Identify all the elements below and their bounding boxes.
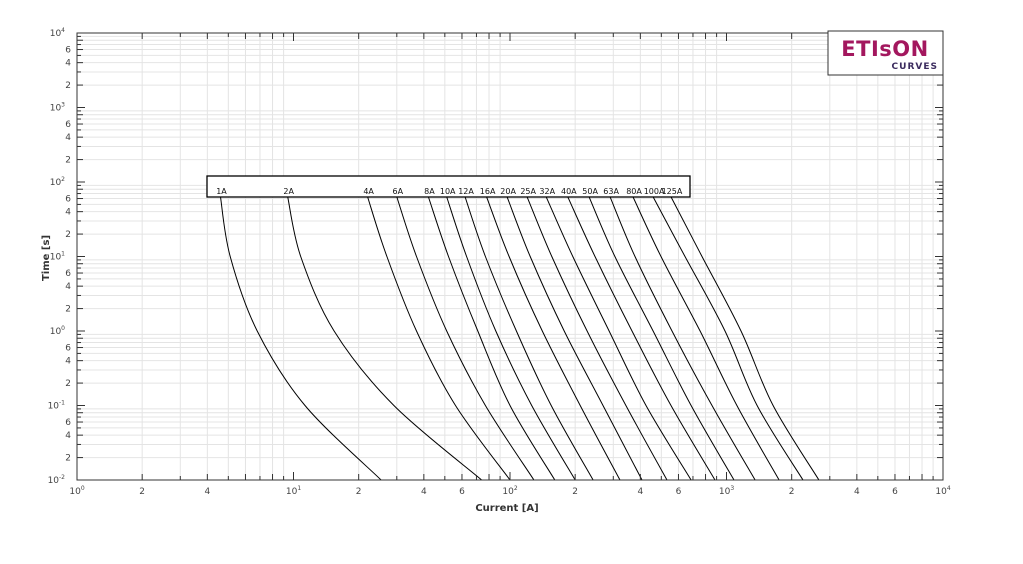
x-tick-label: 6 <box>459 487 465 497</box>
x-tick-label: 4 <box>637 487 643 497</box>
curve-100A <box>652 196 804 481</box>
curve-40A <box>567 196 716 481</box>
y-tick-label: 2 <box>65 81 71 91</box>
y-tick-label: 10-2 <box>48 474 66 486</box>
curve-10A <box>446 196 576 481</box>
curve-label-63A: 63A <box>603 187 619 196</box>
curve-20A <box>506 196 643 481</box>
etison-logo: ETIsON CURVES <box>827 30 944 76</box>
y-tick-label: 4 <box>65 133 71 143</box>
y-tick-label: 103 <box>50 102 65 114</box>
y-tick-label: 4 <box>65 208 71 218</box>
y-tick-label: 4 <box>65 431 71 441</box>
y-axis-title: Time [s] <box>41 235 52 281</box>
x-tick-label: 100 <box>69 485 84 497</box>
curve-label-16A: 16A <box>480 187 496 196</box>
x-tick-exponent: 0 <box>81 485 85 492</box>
fuse-curves <box>220 196 820 481</box>
y-tick-label: 4 <box>65 357 71 367</box>
curve-50A <box>588 196 735 481</box>
curve-80A <box>632 196 780 481</box>
curve-label-32A: 32A <box>539 187 555 196</box>
logo-sub-text: CURVES <box>892 62 938 72</box>
logo-main-text: ETIsON <box>841 37 928 61</box>
x-tick-exponent: 4 <box>947 485 951 492</box>
curve-63A <box>609 196 756 481</box>
curve-6A <box>396 196 535 481</box>
y-tick-exponent: 2 <box>61 176 65 183</box>
curve-12A <box>464 196 594 481</box>
y-tick-label: 2 <box>65 230 71 240</box>
x-tick-labels: 100 2 4 101 2 4 6 102 2 4 6 103 2 4 6 104 <box>69 485 950 497</box>
curve-125A <box>670 196 820 481</box>
curve-8A <box>427 196 556 481</box>
curve-label-12A: 12A <box>458 187 474 196</box>
y-tick-label: 6 <box>65 46 71 56</box>
x-tick-label: 4 <box>854 487 860 497</box>
y-tick-exponent: 4 <box>61 27 65 34</box>
y-tick-label: 6 <box>65 418 71 428</box>
x-axis-title: Current [A] <box>475 503 538 514</box>
y-tick-label: 102 <box>50 176 65 188</box>
x-tick-label: 6 <box>892 487 898 497</box>
curve-2A <box>287 196 483 481</box>
curve-label-40A: 40A <box>561 187 577 196</box>
curve-label-20A: 20A <box>500 187 516 196</box>
curve-label-1A: 1A <box>216 187 227 196</box>
y-tick-label: 4 <box>65 59 71 69</box>
x-tick-label: 2 <box>572 487 578 497</box>
y-tick-exponent: -2 <box>59 474 65 481</box>
curve-label-6A: 6A <box>393 187 404 196</box>
curve-1A <box>220 196 382 481</box>
x-tick-label: 102 <box>502 485 517 497</box>
curve-label-box: 1A 2A 4A 6A 8A 10A 12A 16A 20A 25A 32A 40A 50A 63A 80A… <box>206 175 691 198</box>
y-tick-label: 2 <box>65 305 71 315</box>
curve-4A <box>367 196 511 481</box>
curve-label-10A: 10A <box>440 187 456 196</box>
curve-16A <box>486 196 621 481</box>
curve-label-100A: 100A <box>644 187 665 196</box>
x-tick-label: 4 <box>204 487 210 497</box>
y-tick-label: 6 <box>65 120 71 130</box>
x-tick-label: 2 <box>139 487 145 497</box>
y-tick-exponent: 1 <box>61 251 65 258</box>
x-tick-label: 2 <box>789 487 795 497</box>
x-tick-label: 103 <box>719 485 734 497</box>
curve-label-50A: 50A <box>582 187 598 196</box>
curve-label-8A: 8A <box>424 187 435 196</box>
curve-label-2A: 2A <box>283 187 294 196</box>
grid <box>77 33 943 480</box>
y-tick-label: 101 <box>50 251 65 263</box>
x-tick-label: 2 <box>356 487 362 497</box>
x-tick-label: 101 <box>286 485 301 497</box>
curve-25A <box>526 196 668 481</box>
y-tick-exponent: -1 <box>59 400 65 407</box>
x-tick-label: 4 <box>421 487 427 497</box>
curve-label-80A: 80A <box>626 187 642 196</box>
y-tick-exponent: 3 <box>61 102 65 109</box>
curve-label-25A: 25A <box>520 187 536 196</box>
x-tick-exponent: 3 <box>730 485 734 492</box>
y-tick-label: 2 <box>65 379 71 389</box>
y-tick-label: 6 <box>65 344 71 354</box>
x-tick-exponent: 1 <box>297 485 301 492</box>
x-tick-label: 104 <box>935 485 950 497</box>
y-tick-label: 6 <box>65 195 71 205</box>
y-tick-label: 10-1 <box>48 400 66 412</box>
y-tick-label: 6 <box>65 269 71 279</box>
x-tick-label: 6 <box>676 487 682 497</box>
y-tick-label: 104 <box>50 27 65 39</box>
x-tick-exponent: 2 <box>514 485 518 492</box>
y-tick-label: 2 <box>65 156 71 166</box>
curve-32A <box>545 196 692 481</box>
y-tick-label: 4 <box>65 282 71 292</box>
axis-ticks <box>76 33 943 481</box>
y-tick-label: 100 <box>50 325 65 337</box>
curve-label-125A: 125A <box>662 187 683 196</box>
y-tick-label: 2 <box>65 454 71 464</box>
curve-label-4A: 4A <box>363 187 374 196</box>
y-tick-exponent: 0 <box>61 325 65 332</box>
